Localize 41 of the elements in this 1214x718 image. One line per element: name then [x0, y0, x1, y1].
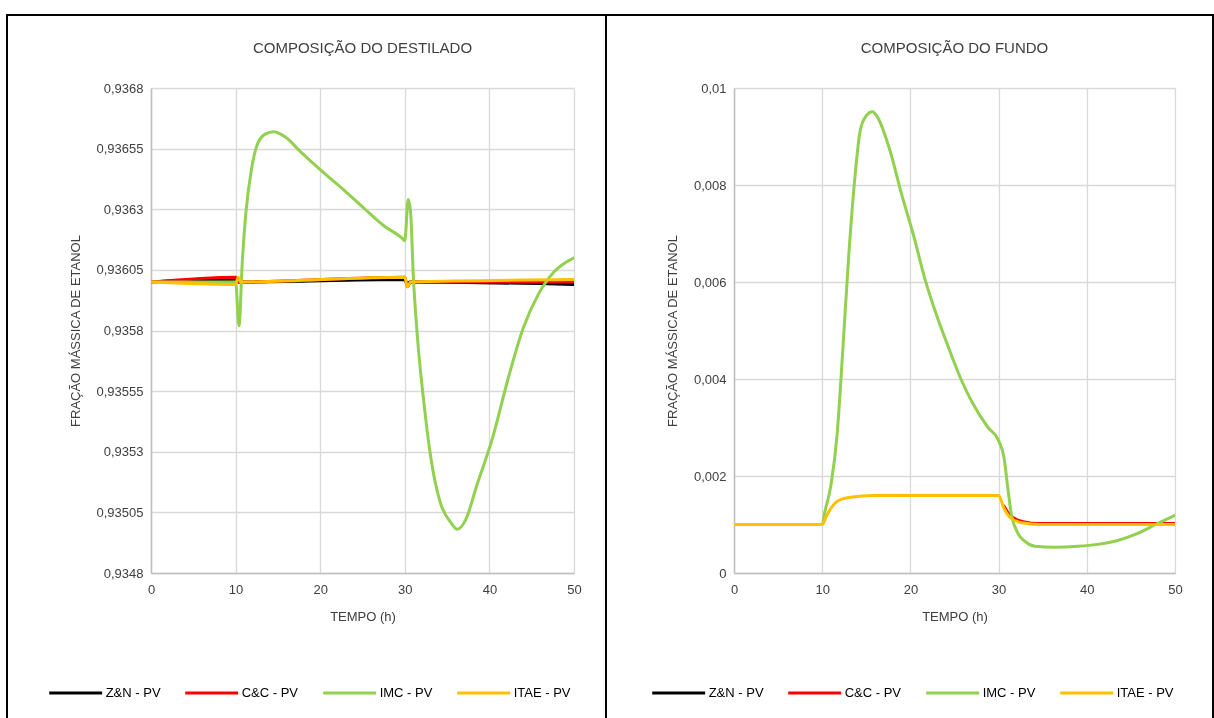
x-axis-title: TEMPO (h): [922, 608, 988, 624]
y-tick-label: 0,93605: [96, 262, 144, 278]
y-tick-label: 0,9368: [103, 80, 144, 96]
y-tick-label: 0,9363: [103, 201, 144, 217]
chart-title: COMPOSIÇÃO DO DESTILADO: [252, 39, 473, 56]
legend-label: ITAE - PV: [1116, 685, 1174, 700]
y-tick-label: 0,008: [693, 177, 727, 193]
chart-title: COMPOSIÇÃO DO FUNDO: [860, 39, 1049, 56]
y-axis-title: FRAÇÃO MÁSSICA DE ETANOL: [67, 235, 83, 427]
x-tick-label: 40: [482, 581, 498, 597]
x-tick-label: 20: [903, 581, 919, 597]
y-tick-label: 0,9353: [103, 444, 144, 460]
x-tick-label: 30: [398, 581, 413, 597]
x-tick-label: 40: [1080, 581, 1095, 597]
legend-label: ITAE - PV: [513, 685, 571, 700]
y-tick-label: 0,9348: [103, 565, 144, 581]
x-axis-title: TEMPO (h): [330, 608, 396, 624]
x-tick-label: 10: [228, 581, 244, 597]
x-tick-label: 0: [730, 581, 739, 597]
legend-label: Z&N - PV: [708, 685, 764, 700]
y-tick-label: 0,93655: [96, 141, 144, 157]
y-tick-label: 0,93505: [96, 504, 144, 520]
y-tick-label: 0,93555: [96, 383, 144, 399]
legend-label: IMC - PV: [982, 685, 1036, 700]
x-tick-label: 0: [147, 581, 156, 597]
y-axis-title: FRAÇÃO MÁSSICA DE ETANOL: [664, 235, 680, 427]
x-tick-label: 50: [1168, 581, 1183, 597]
y-tick-label: 0,01: [701, 80, 727, 96]
y-tick-label: 0,9358: [103, 323, 144, 338]
legend-label: IMC - PV: [379, 685, 433, 700]
x-tick-label: 50: [567, 581, 582, 597]
x-tick-label: 30: [991, 581, 1007, 597]
legend-label: Z&N - PV: [105, 685, 161, 700]
y-tick-label: 0,004: [693, 371, 727, 387]
x-tick-label: 20: [313, 581, 328, 597]
y-tick-label: 0,002: [693, 468, 727, 484]
y-tick-label: 0: [719, 565, 727, 581]
y-tick-label: 0,006: [693, 274, 727, 290]
legend-label: C&C - PV: [844, 685, 902, 700]
x-tick-label: 10: [815, 581, 830, 597]
legend-label: C&C - PV: [241, 685, 299, 700]
